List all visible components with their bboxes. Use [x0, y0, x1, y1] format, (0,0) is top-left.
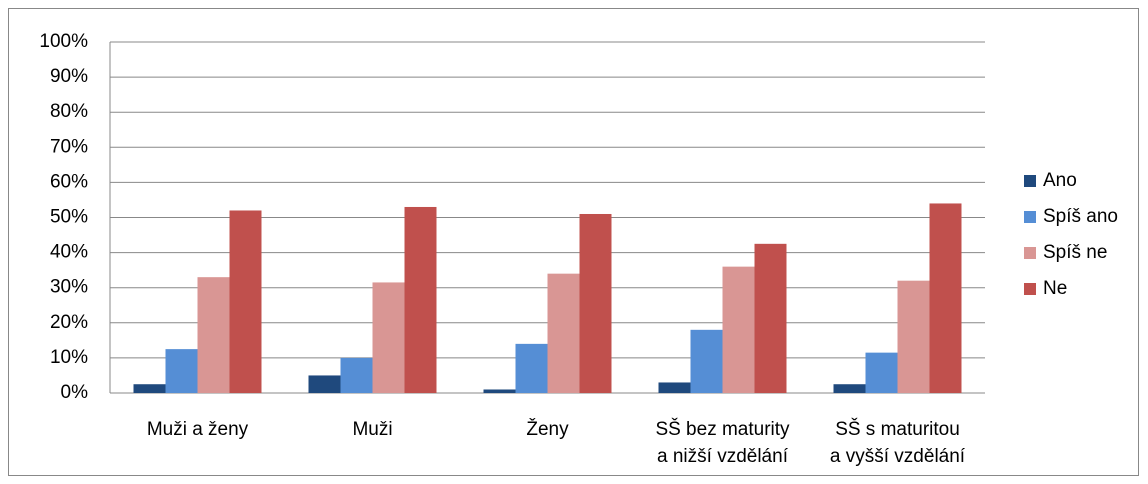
y-tick-label: 70%: [50, 136, 88, 157]
bar: [340, 357, 373, 393]
legend-swatch: [1024, 175, 1036, 187]
bar: [372, 282, 405, 393]
y-tick-label: 40%: [50, 242, 88, 263]
y-tick-label: 100%: [39, 31, 88, 52]
y-tick-label: 0%: [61, 382, 89, 403]
bar: [865, 352, 898, 393]
bar: [690, 329, 723, 393]
y-tick-label: 90%: [50, 66, 88, 87]
chart-border: [8, 8, 1139, 476]
y-tick-label: 50%: [50, 207, 88, 228]
y-tick-label: 30%: [50, 277, 88, 298]
bar: [229, 210, 262, 393]
y-tick-label: 10%: [50, 347, 88, 368]
bar: [404, 206, 437, 393]
x-tick-label: SŠ bez maturity a nižší vzdělání: [655, 419, 790, 467]
y-tick-label: 20%: [50, 312, 88, 333]
y-tick-label: 80%: [50, 101, 88, 122]
legend-label: Spíš ano: [1043, 206, 1118, 227]
legend-label: Ano: [1043, 170, 1077, 191]
x-tick-label: Muži: [352, 419, 393, 440]
legend-swatch: [1024, 283, 1036, 295]
x-tick-label: Ženy: [526, 419, 569, 440]
bar: [133, 384, 166, 393]
bar: [929, 203, 962, 393]
bar: [165, 349, 198, 393]
bar: [197, 277, 230, 393]
bar: [308, 375, 341, 393]
legend-label: Ne: [1043, 278, 1067, 299]
bar: [658, 382, 691, 393]
legend-swatch: [1024, 211, 1036, 223]
bar: [515, 343, 548, 393]
x-tick-label: Muži a ženy: [146, 419, 249, 440]
bar: [579, 213, 612, 393]
bar: [722, 266, 755, 393]
bar: [833, 384, 866, 393]
legend-swatch: [1024, 247, 1036, 259]
legend-label: Spíš ne: [1043, 242, 1107, 263]
bar: [483, 389, 516, 393]
y-tick-label: 60%: [50, 171, 88, 192]
bar: [897, 280, 930, 393]
bar: [754, 243, 787, 393]
bar: [547, 273, 580, 393]
x-tick-label: SŠ s maturitou a vyšší vzdělání: [829, 419, 966, 467]
